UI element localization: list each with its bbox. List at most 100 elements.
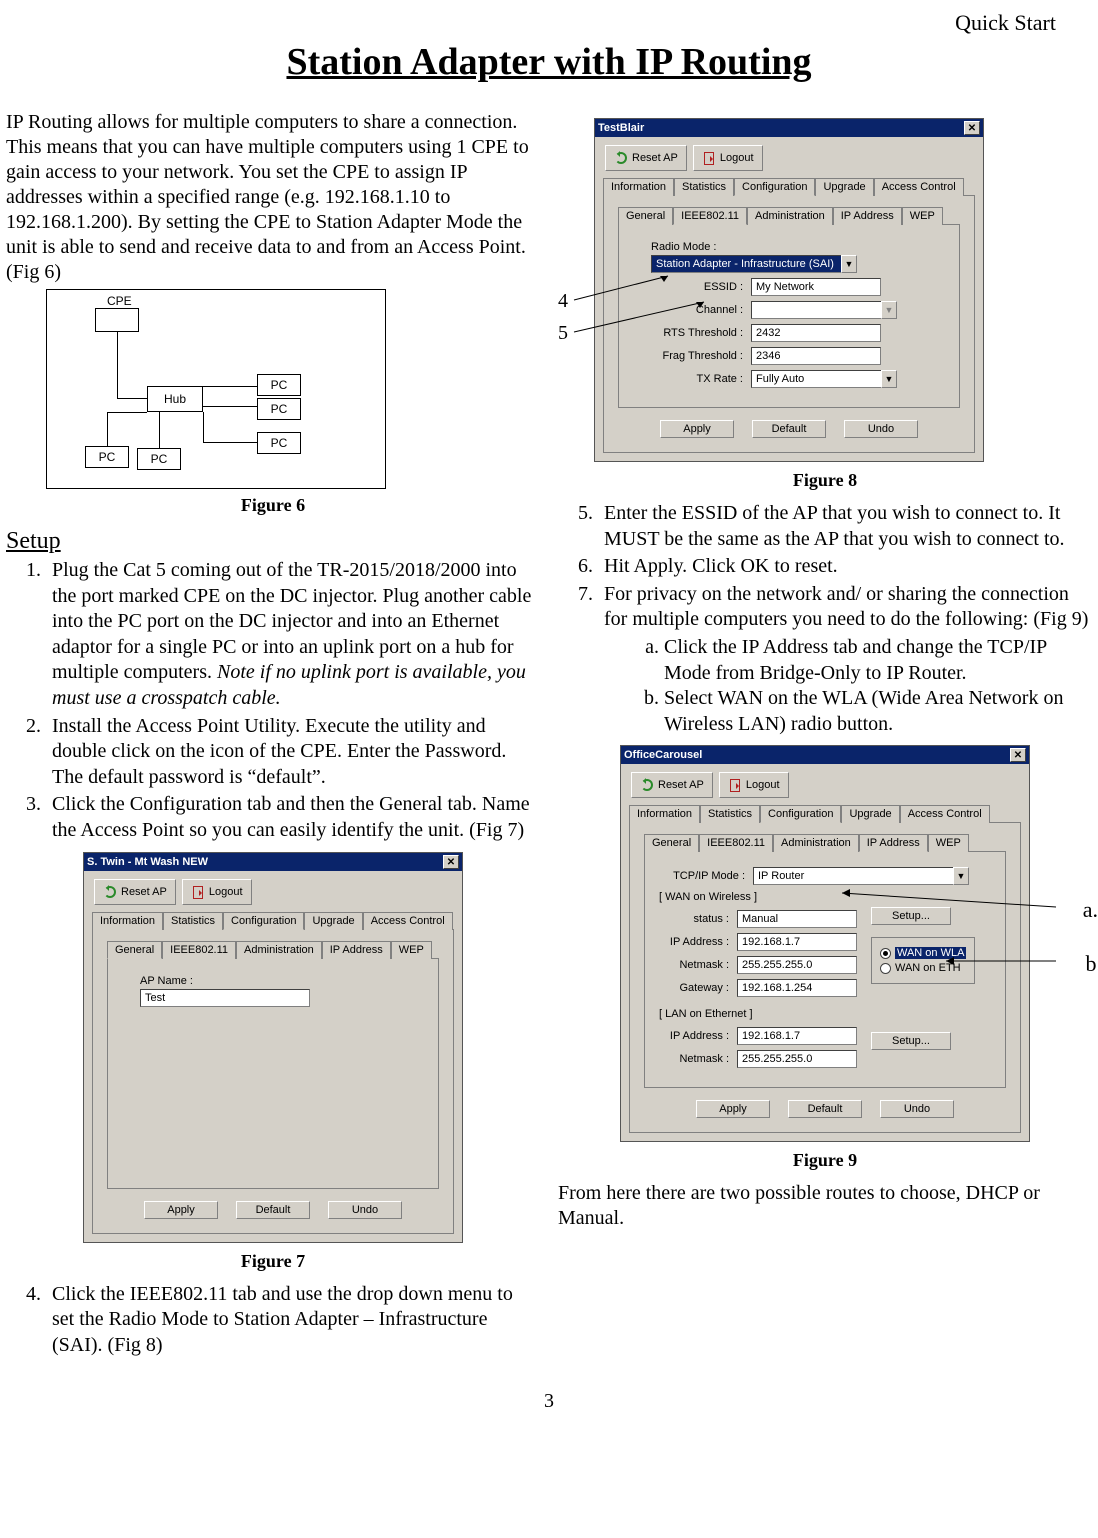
tab-administration[interactable]: Administration	[773, 834, 859, 852]
tab-ieee80211[interactable]: IEEE802.11	[162, 941, 236, 959]
logout-label: Logout	[209, 886, 243, 898]
fig6-pc-box-1: PC	[257, 374, 301, 396]
wan-ip-label: IP Address :	[659, 936, 729, 948]
close-icon[interactable]: ✕	[1010, 748, 1026, 762]
channel-select[interactable]	[751, 301, 881, 319]
wan-netmask-input[interactable]	[737, 956, 857, 974]
fig6-line-pc2	[203, 406, 257, 407]
tab-ieee80211[interactable]: IEEE802.11	[699, 834, 773, 852]
tab-statistics[interactable]: Statistics	[700, 805, 760, 823]
tab-information[interactable]: Information	[603, 178, 674, 196]
tab-administration[interactable]: Administration	[236, 941, 322, 959]
close-icon[interactable]: ✕	[964, 121, 980, 135]
chevron-down-icon[interactable]: ▼	[953, 867, 969, 885]
tab-configuration[interactable]: Configuration	[760, 805, 841, 823]
tab-wep[interactable]: WEP	[391, 941, 432, 959]
tab-configuration[interactable]: Configuration	[734, 178, 815, 196]
tab-statistics[interactable]: Statistics	[163, 912, 223, 930]
fig6-line-pc4v	[159, 412, 160, 450]
lan-netmask-input[interactable]	[737, 1050, 857, 1068]
tab-upgrade[interactable]: Upgrade	[304, 912, 362, 930]
fig6-line-cpe-hub	[117, 332, 118, 398]
lan-ip-label: IP Address :	[659, 1030, 729, 1042]
frag-input[interactable]	[751, 347, 881, 365]
apply-button[interactable]: Apply	[660, 420, 734, 438]
tab-ip-address[interactable]: IP Address	[833, 207, 902, 225]
logout-button[interactable]: Logout	[182, 879, 252, 905]
radio-mode-select[interactable]	[651, 255, 841, 273]
tab-upgrade[interactable]: Upgrade	[815, 178, 873, 196]
undo-button[interactable]: Undo	[328, 1201, 402, 1219]
logout-button[interactable]: Logout	[693, 145, 763, 171]
setup-steps-left: Plug the Cat 5 coming out of the TR-2015…	[6, 558, 540, 844]
wan-on-wireless-label: [ WAN on Wireless ]	[659, 891, 991, 903]
tab-wep[interactable]: WEP	[902, 207, 943, 225]
tab-statistics[interactable]: Statistics	[674, 178, 734, 196]
wan-ip-input[interactable]	[737, 933, 857, 951]
tab-access-control[interactable]: Access Control	[874, 178, 964, 196]
apply-button[interactable]: Apply	[696, 1100, 770, 1118]
page-number: 3	[6, 1390, 1092, 1413]
wan-setup-button[interactable]: Setup...	[871, 907, 951, 925]
step-3: Click the Configuration tab and then the…	[46, 792, 540, 843]
close-icon[interactable]: ✕	[443, 855, 459, 869]
tab-general[interactable]: General	[618, 207, 673, 225]
txrate-select[interactable]	[751, 370, 881, 388]
tab-ip-address[interactable]: IP Address	[859, 834, 928, 852]
figure-8-caption: Figure 8	[558, 470, 1092, 491]
tab-general[interactable]: General	[107, 941, 162, 959]
fig7-tabstrip-inner: General IEEE802.11 Administration IP Add…	[107, 940, 439, 959]
wan-status-label: status :	[659, 913, 729, 925]
default-button[interactable]: Default	[752, 420, 826, 438]
chevron-down-icon[interactable]: ▼	[881, 370, 897, 388]
fig6-line-pc3	[203, 442, 257, 443]
wan-gateway-input[interactable]	[737, 979, 857, 997]
setup-steps-left-2: Click the IEEE802.11 tab and use the dro…	[6, 1282, 540, 1359]
txrate-label: TX Rate :	[633, 373, 743, 385]
annotation-5: 5	[558, 322, 568, 345]
reset-icon	[640, 778, 654, 792]
apply-button[interactable]: Apply	[144, 1201, 218, 1219]
fig9-titlebar-text: OfficeCarousel	[624, 749, 702, 761]
undo-button[interactable]: Undo	[844, 420, 918, 438]
undo-button[interactable]: Undo	[880, 1100, 954, 1118]
fig6-pc-box-5: PC	[85, 446, 129, 468]
tcpip-mode-select[interactable]	[753, 867, 953, 885]
intro-paragraph: IP Routing allows for multiple computers…	[6, 110, 540, 285]
lan-ip-input[interactable]	[737, 1027, 857, 1045]
rts-input[interactable]	[751, 324, 881, 342]
reset-icon	[103, 885, 117, 899]
default-button[interactable]: Default	[236, 1201, 310, 1219]
reset-ap-button[interactable]: Reset AP	[94, 879, 176, 905]
tab-ieee80211[interactable]: IEEE802.11	[673, 207, 747, 225]
tab-wep[interactable]: WEP	[928, 834, 969, 852]
wan-on-eth-radio[interactable]: WAN on ETH	[880, 962, 966, 974]
chevron-down-icon[interactable]: ▼	[881, 301, 897, 319]
fig6-hub-box: Hub	[147, 386, 203, 412]
tab-configuration[interactable]: Configuration	[223, 912, 304, 930]
tab-general[interactable]: General	[644, 834, 699, 852]
tab-administration[interactable]: Administration	[747, 207, 833, 225]
ap-name-input[interactable]	[140, 989, 310, 1007]
tab-access-control[interactable]: Access Control	[900, 805, 990, 823]
tab-ip-address[interactable]: IP Address	[322, 941, 391, 959]
closing-paragraph: From here there are two possible routes …	[558, 1181, 1092, 1231]
lan-setup-button[interactable]: Setup...	[871, 1032, 951, 1050]
fig6-pc-box-3: PC	[257, 432, 301, 454]
step-7: For privacy on the network and/ or shari…	[598, 582, 1092, 738]
default-button[interactable]: Default	[788, 1100, 862, 1118]
wan-status-input[interactable]	[737, 910, 857, 928]
tab-information[interactable]: Information	[629, 805, 700, 823]
reset-ap-label: Reset AP	[658, 779, 704, 791]
reset-ap-button[interactable]: Reset AP	[605, 145, 687, 171]
tab-access-control[interactable]: Access Control	[363, 912, 453, 930]
tab-information[interactable]: Information	[92, 912, 163, 930]
logout-button[interactable]: Logout	[719, 772, 789, 798]
tab-upgrade[interactable]: Upgrade	[841, 805, 899, 823]
figure-9-dialog: OfficeCarousel ✕ Reset AP Logout Informa…	[620, 745, 1030, 1142]
wan-on-wla-radio[interactable]: WAN on WLA	[880, 947, 966, 959]
reset-ap-button[interactable]: Reset AP	[631, 772, 713, 798]
essid-input[interactable]	[751, 278, 881, 296]
chevron-down-icon[interactable]: ▼	[841, 255, 857, 273]
fig6-pc-box-2: PC	[257, 398, 301, 420]
